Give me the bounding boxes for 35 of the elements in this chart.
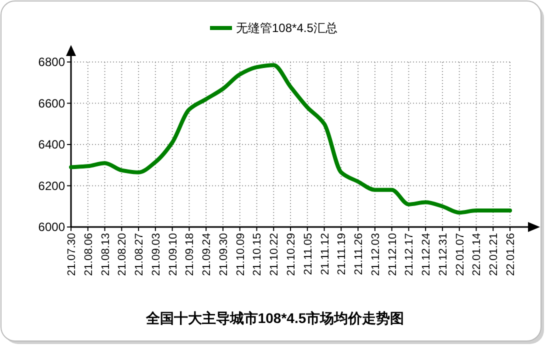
x-tick-label: 21.12.10: [386, 233, 399, 276]
x-tick-label: 21.08.27: [134, 233, 146, 276]
x-tick-label: 21.09.10: [167, 233, 180, 276]
x-tick-label: 21.10.29: [286, 233, 298, 276]
x-tick-label: 21.11.19: [336, 233, 348, 276]
x-tick-label: 21.10.09: [234, 233, 247, 276]
x-tick-label: 21.11.12: [319, 233, 332, 276]
x-tick-label: 21.09.18: [184, 233, 196, 276]
x-tick-label: 22.01.14: [471, 233, 484, 276]
text: 全国十大主导城市108*4.5市场均价走势图: [144, 310, 404, 326]
x-tick-label: 22.01.07: [454, 233, 466, 276]
x-tick-label: 21.11.05: [302, 233, 314, 276]
x-tick-label: 22.01.21: [488, 233, 500, 276]
y-tick-label: 6800: [38, 55, 66, 69]
x-tick-label: 21.08.20: [116, 233, 129, 276]
x-tick-label: 21.11.26: [353, 233, 366, 276]
y-tick-label: 6000: [38, 220, 66, 234]
x-tick-label: 21.12.03: [370, 233, 382, 276]
x-tick-label: 22.01.26: [505, 233, 517, 276]
y-tick-label: 6600: [38, 96, 66, 110]
legend-label: 无缝管108*4.5汇总: [236, 21, 338, 35]
x-tick-label: 21.10.22: [268, 233, 281, 276]
x-tick-label: 21.07.30: [66, 233, 78, 276]
x-tick-label: 21.12.17: [404, 233, 416, 276]
x-tick-label: 21.09.03: [150, 233, 162, 276]
x-tick-label: 21.09.30: [218, 233, 230, 276]
x-tick-label: 21.12.31: [437, 233, 450, 276]
y-tick-label: 6400: [38, 138, 66, 152]
x-tick-label: 21.08.06: [82, 233, 95, 276]
x-tick-label: 21.10.15: [252, 233, 264, 276]
legend: 无缝管108*4.5汇总: [210, 21, 338, 35]
x-tick-label: 21.09.24: [201, 233, 214, 276]
x-tick-label: 21.12.24: [420, 233, 433, 276]
x-tick-label: 21.08.13: [100, 233, 112, 276]
y-tick-label: 6200: [38, 178, 66, 193]
